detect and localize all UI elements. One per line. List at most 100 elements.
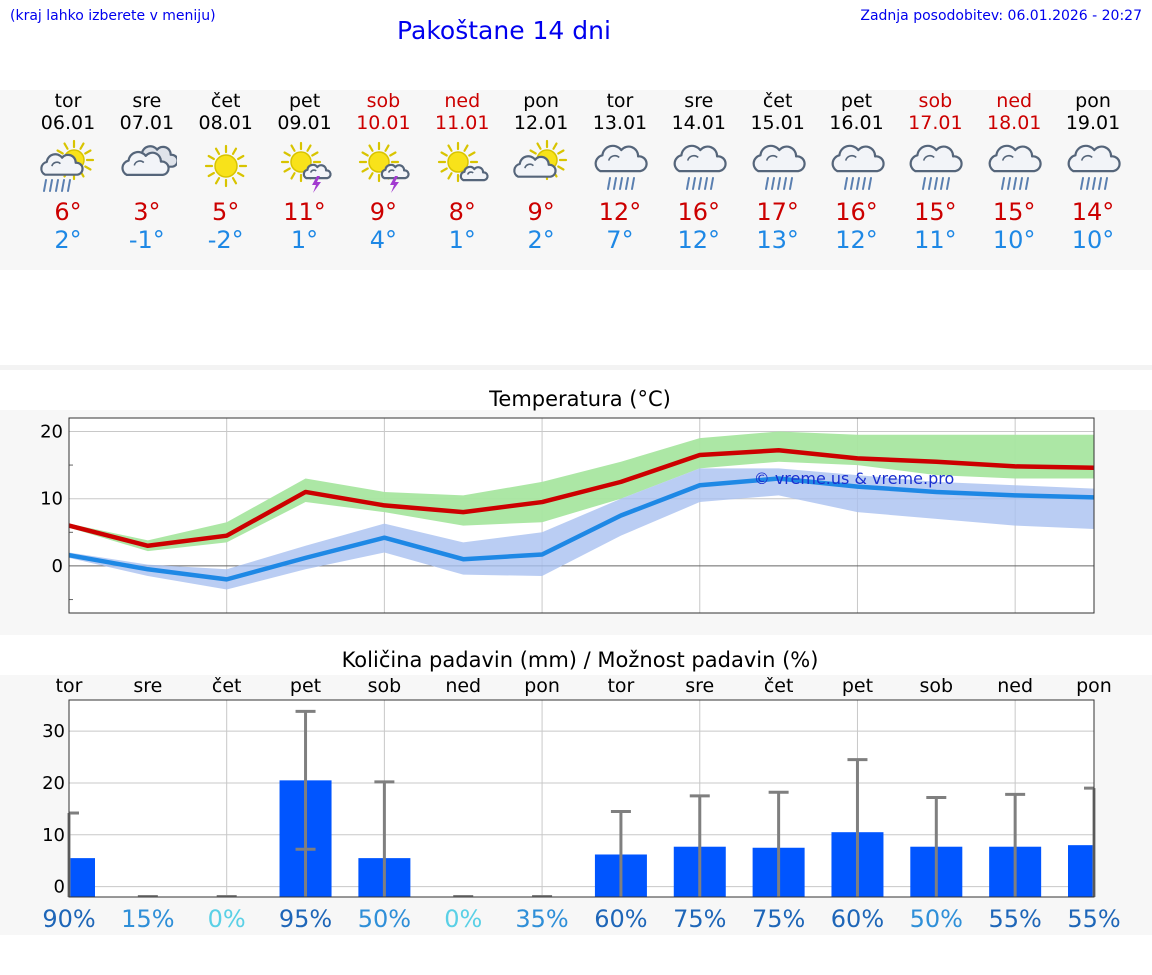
precip-probability: 75% <box>673 905 726 933</box>
temp-max: 6° <box>54 198 82 226</box>
day-column: čet 08.01 5° -2° <box>186 90 266 254</box>
day-column: pet 09.01 11° 1° <box>265 90 345 254</box>
temp-max: 17° <box>756 198 799 226</box>
day-date: 18.01 <box>986 112 1042 134</box>
sun-icon <box>196 138 256 198</box>
day-date: 16.01 <box>829 112 884 134</box>
precip-probability: 0% <box>444 905 482 933</box>
precip-probability: 50% <box>910 905 963 933</box>
y-tick-label: 30 <box>42 721 65 742</box>
temp-min: -1° <box>128 226 165 254</box>
temp-min: 7° <box>606 226 634 254</box>
temp-max: 11° <box>283 198 326 226</box>
precip-probability: 95% <box>279 905 332 933</box>
temp-min: 12° <box>677 226 721 254</box>
y-tick-label: 0 <box>54 877 65 898</box>
temp-min: 4° <box>369 226 398 254</box>
x-category-label: tor <box>607 675 634 697</box>
temp-min: 10° <box>992 226 1036 254</box>
day-name: čet <box>762 90 793 112</box>
precip-probability: 75% <box>752 905 805 933</box>
precip-bar <box>69 858 95 897</box>
temp-min: 10° <box>1071 226 1115 254</box>
precipitation-chart: 0 10 20 30 tor sre čet pet sob ned pon tor sre čet pet… <box>42 675 1121 933</box>
day-name: sob <box>366 90 401 112</box>
temp-max: 12° <box>598 198 642 226</box>
temp-min: 2° <box>527 226 555 254</box>
plot-frame <box>68 699 1095 898</box>
day-date: 08.01 <box>198 112 253 134</box>
temp-min: 1° <box>448 226 476 254</box>
separator <box>0 365 1152 370</box>
precip-probability: 60% <box>594 905 647 933</box>
x-category-label: pet <box>290 675 321 697</box>
precip-probability: 90% <box>42 905 95 933</box>
day-date: 11.01 <box>435 112 490 134</box>
min-temp-line <box>68 476 1095 582</box>
temp-min: 11° <box>914 226 957 254</box>
x-category-label: pon <box>524 675 560 697</box>
precipitation-chart-title: Količina padavin (mm) / Možnost padavin … <box>341 648 819 672</box>
precip-bar <box>1068 845 1094 897</box>
day-name: ned <box>996 90 1033 112</box>
temp-max: 8° <box>448 198 476 226</box>
watermark: © vreme.us & vreme.pro <box>754 469 955 488</box>
temp-max: 15° <box>914 198 957 226</box>
day-column: čet 15.01 17° 13° <box>738 90 818 254</box>
day-name: pet <box>840 90 873 112</box>
day-date: 06.01 <box>40 112 96 134</box>
cloud-rain-icon <box>984 138 1044 198</box>
day-column: pon 19.01 14° 10° <box>1053 90 1133 254</box>
x-category-label: pon <box>1076 675 1112 697</box>
day-name: ned <box>444 90 481 112</box>
day-column: tor 13.01 12° 7° <box>580 90 660 254</box>
day-date: 15.01 <box>750 112 805 134</box>
day-date: 09.01 <box>277 112 332 134</box>
day-column: tor 06.01 6° 2° <box>28 90 108 254</box>
y-tick-label: 20 <box>42 773 65 794</box>
cloud-rain-icon <box>669 138 729 198</box>
day-name: sob <box>918 90 953 112</box>
y-tick-label: 0 <box>52 556 63 577</box>
day-date: 10.01 <box>356 112 411 134</box>
cloud-rain-icon <box>905 138 965 198</box>
sun-small-cloud-icon <box>432 138 492 198</box>
temperature-chart-title: Temperatura (°C) <box>489 387 671 411</box>
temp-min: 2° <box>54 226 82 254</box>
x-category-label: čet <box>212 675 242 697</box>
day-date: 07.01 <box>119 112 175 134</box>
cloud-rain-icon <box>748 138 808 198</box>
cloudy-icon <box>117 138 177 198</box>
precip-probability: 55% <box>1067 905 1120 933</box>
temp-max: 9° <box>369 198 398 226</box>
precip-probability: 55% <box>988 905 1041 933</box>
sun-cloud-rain-icon <box>38 138 98 198</box>
day-column: sre 07.01 3° -1° <box>107 90 187 254</box>
cloud-rain-icon <box>1063 138 1123 198</box>
temp-max: 5° <box>212 198 240 226</box>
day-date: 12.01 <box>513 112 569 134</box>
cloud-rain-icon <box>827 138 887 198</box>
y-tick-label: 10 <box>42 825 65 846</box>
day-column: ned 11.01 8° 1° <box>422 90 502 254</box>
day-name: čet <box>210 90 241 112</box>
day-name: pon <box>523 90 559 112</box>
temp-max: 16° <box>835 198 878 226</box>
daily-forecast: tor 06.01 6° 2° sre 07.01 3° -1° čet 08.01 5° -2° pe… <box>0 90 1152 270</box>
y-tick-label: 20 <box>40 421 63 442</box>
x-category-label: ned <box>997 675 1033 697</box>
day-name: pon <box>1075 90 1111 112</box>
day-name: sre <box>132 90 162 112</box>
min-band <box>69 468 1094 590</box>
day-date: 14.01 <box>671 112 726 134</box>
day-column: pet 16.01 16° 12° <box>817 90 897 254</box>
max-temp-line <box>68 448 1095 549</box>
day-column: ned 18.01 15° 10° <box>974 90 1054 254</box>
temp-max: 14° <box>1071 198 1115 226</box>
day-name: pet <box>288 90 321 112</box>
precip-probability: 15% <box>121 905 174 933</box>
day-name: tor <box>606 90 634 112</box>
region-hint[interactable]: (kraj lahko izberete v meniju) <box>10 8 216 24</box>
day-name: sre <box>684 90 714 112</box>
temp-max: 3° <box>133 198 161 226</box>
